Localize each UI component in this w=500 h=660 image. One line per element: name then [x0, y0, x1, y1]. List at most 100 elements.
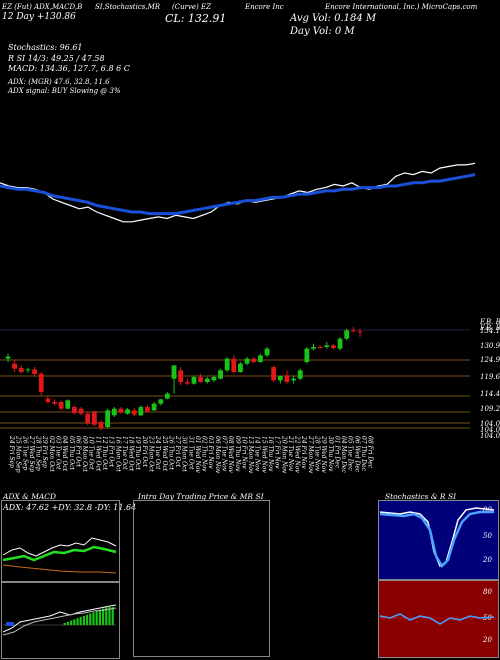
- macd-signal-line: [2, 607, 117, 636]
- date-tick-label: 27 Wed Sep: [28, 435, 35, 472]
- price-axis-top-label: F.B. B.: [480, 324, 500, 332]
- rsi-line: [379, 613, 495, 625]
- date-tick-label: 04 Mon Dec: [340, 436, 347, 473]
- candle-body: [297, 370, 303, 379]
- date-tick-label: 29 Fri Sep: [41, 435, 48, 468]
- date-tick-label: 25 Mon Sep: [15, 435, 22, 473]
- date-tick-label: 13 Mon Nov: [247, 436, 254, 474]
- date-tick-label: 02 Mon Oct: [48, 436, 55, 472]
- macd-readout: MACD: 134.36, 127.7, 6.8 6 C: [8, 64, 130, 73]
- date-tick-label: 08 Wed Nov: [227, 436, 234, 473]
- intraday-panel: [133, 500, 270, 657]
- price-axis-top-label: F.B. B.: [480, 318, 500, 326]
- candle-body: [131, 410, 137, 415]
- candle-layer: [5, 327, 363, 431]
- candle-body: [191, 377, 197, 384]
- macd-marker: [6, 622, 14, 626]
- stoch-tick-50: 50: [483, 532, 492, 540]
- date-tick-label: 05 Thu Oct: [68, 436, 75, 470]
- candle-body: [118, 408, 124, 413]
- macd-bar: [82, 615, 85, 625]
- candle-body: [78, 408, 84, 414]
- candle-body: [125, 409, 130, 414]
- candle-body: [52, 402, 57, 404]
- date-tick-label: 30 Mon Oct: [181, 436, 188, 472]
- macd-bar: [70, 620, 73, 625]
- date-tick-label: 24 Fri Sep: [8, 435, 15, 468]
- date-tick-label: 16 Mon Oct: [114, 436, 121, 472]
- candle-body: [337, 338, 343, 349]
- date-tick-label: 31 Tue Oct: [187, 436, 194, 470]
- date-tick-label: 19 Thu Oct: [134, 436, 141, 470]
- date-tick-label: 16 Thu Nov: [267, 436, 274, 472]
- date-tick-label: 20 Mon Nov: [280, 435, 287, 474]
- candle-body: [184, 382, 190, 384]
- candle-body: [171, 365, 177, 379]
- candle-body: [158, 399, 164, 404]
- candle-body: [85, 413, 91, 424]
- header-12day: 12 Day +130.86: [2, 12, 76, 22]
- date-tick-label: 24 Tue Oct: [154, 435, 161, 470]
- header-avg-vol: Avg Vol: 0.184 M: [290, 13, 377, 24]
- date-tick-label: 17 Fri Nov: [274, 436, 281, 469]
- date-tick-label: 30 Thu Nov: [327, 436, 334, 472]
- date-tick-label: 28 Tue Nov: [314, 435, 321, 472]
- candle-body: [72, 407, 77, 413]
- date-tick-label: 04 Wed Oct: [61, 436, 68, 472]
- adx-panel-title: ADX & MACD: [3, 492, 57, 501]
- macd-histogram: [63, 607, 114, 625]
- header-title-left: EZ (Fut) ADX,MACD,B: [2, 3, 83, 11]
- candle-body: [277, 376, 283, 381]
- candle-body: [284, 375, 290, 382]
- date-tick-label: 28 Thu Sep: [35, 435, 42, 471]
- date-tick-label: 10 Tue Oct: [88, 436, 95, 470]
- candle-body: [198, 377, 204, 382]
- stoch-panel-title: Stochastics & R SI: [385, 492, 457, 501]
- date-tick-label: 13 Fri Oct: [108, 436, 115, 468]
- date-tick-label: 22 Wed Nov: [294, 435, 301, 473]
- price-axis-label: 134.13: [480, 327, 500, 335]
- date-tick-label: 17 Tue Oct: [121, 436, 128, 470]
- candle-body: [5, 356, 11, 359]
- candle-body: [231, 358, 237, 372]
- stoch-tick-20: 20: [483, 556, 492, 564]
- candle-body: [145, 407, 150, 412]
- candle-body: [244, 358, 250, 364]
- date-tick-label: 06 Wed Dec: [353, 436, 360, 473]
- adx-panel: [1, 500, 120, 582]
- macd-bar: [76, 618, 79, 625]
- date-tick-label: 07 Tue Nov: [221, 436, 228, 472]
- macd-bar: [86, 614, 89, 625]
- date-tick-label: 18 Wed Oct: [128, 436, 135, 472]
- adx-readout: ADX: (MGR) 47.6, 32.8, 11.6: [8, 78, 110, 86]
- date-tick-label: 11 Wed Oct: [94, 436, 101, 472]
- candle-body: [238, 363, 243, 372]
- candle-body: [12, 363, 18, 369]
- header-company-b: Encore International, Inc.) MicroCaps.co…: [325, 3, 478, 11]
- date-tick-label: 20 Fri Oct: [141, 435, 148, 468]
- macd-bar: [102, 608, 105, 625]
- price-axis-label: 104.03: [480, 426, 500, 434]
- rsi-readout: R SI 14/3: 49.25 / 47.58: [8, 54, 105, 63]
- date-tick-label: 06 Fri Oct: [74, 436, 81, 468]
- candle-body: [18, 368, 24, 372]
- date-tick-label: 27 Mon Nov: [307, 435, 314, 474]
- header-title-mid: SI,Stochastics,MR: [95, 3, 161, 11]
- rsi-tick-20: 20: [483, 636, 492, 644]
- date-tick-label: 02 Thu Nov: [201, 436, 208, 472]
- candle-body: [257, 355, 263, 362]
- candle-body: [98, 422, 104, 429]
- date-tick-label: 09 Mon Oct: [81, 436, 88, 472]
- candle-body: [271, 367, 277, 381]
- candle-body: [204, 378, 210, 382]
- date-tick-label: 24 Fri Nov: [300, 435, 307, 469]
- price-curve: [0, 162, 476, 223]
- macd-bar: [63, 623, 66, 625]
- candle-body: [32, 369, 37, 374]
- rsi-tick-80: 80: [483, 588, 492, 596]
- candle-body: [25, 369, 31, 371]
- intraday-panel-title: Intra Day Trading Price & MR SI: [138, 492, 264, 501]
- macd-bar: [92, 612, 95, 625]
